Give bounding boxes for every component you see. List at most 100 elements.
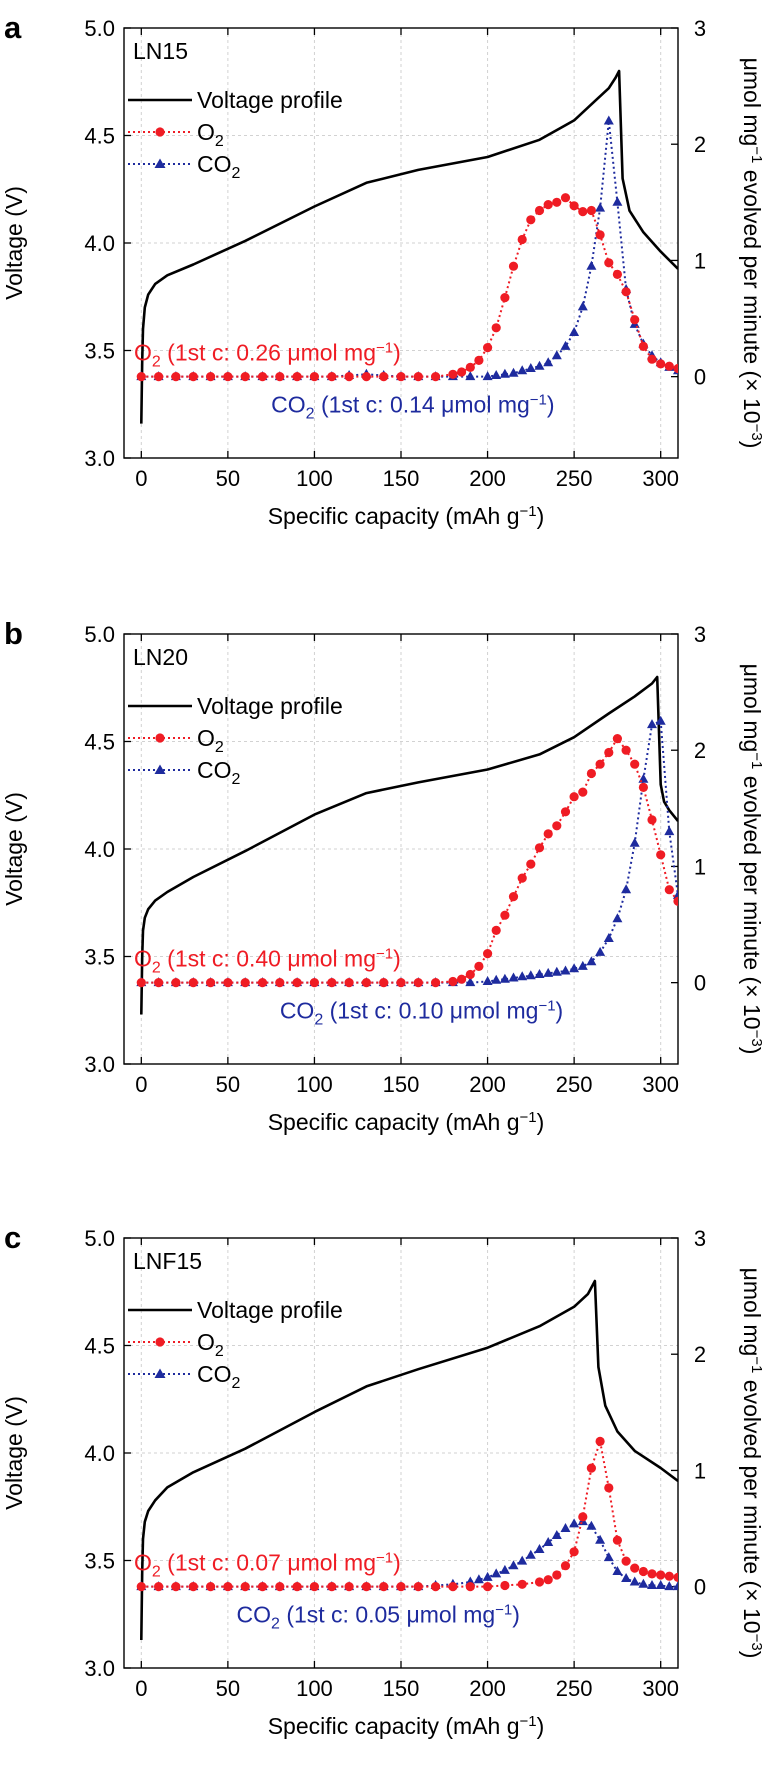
o2-point bbox=[361, 372, 371, 382]
co2-point bbox=[499, 973, 510, 983]
y-tick-label: 4.5 bbox=[84, 124, 115, 149]
y2-tick-label: 0 bbox=[694, 971, 706, 996]
o2-point bbox=[240, 978, 250, 988]
o2-point bbox=[154, 1582, 164, 1592]
o2-point bbox=[483, 949, 493, 959]
x-label-close: ) bbox=[537, 503, 545, 529]
o2-point bbox=[431, 372, 441, 382]
o2-point bbox=[361, 978, 371, 988]
o2-point bbox=[621, 745, 631, 755]
o2-point bbox=[240, 372, 250, 382]
o2-point bbox=[534, 1577, 545, 1587]
co2-point bbox=[655, 715, 666, 725]
o2-anno-value: (1st c: 0.40 μmol mg bbox=[161, 946, 376, 972]
y2-axis-label: μmol mg−1 evolved per minute (× 10−3) bbox=[739, 58, 765, 449]
o2-point bbox=[543, 200, 553, 210]
y-tick-label: 3.0 bbox=[84, 1656, 115, 1681]
o2-point bbox=[595, 1436, 605, 1446]
co2-point bbox=[586, 260, 597, 270]
o2-anno-text: O bbox=[134, 340, 152, 366]
x-tick-label: 300 bbox=[642, 1072, 679, 1097]
y2-tick-label: 1 bbox=[694, 248, 706, 273]
y-axis-label: Voltage (V) bbox=[1, 186, 27, 300]
co2-point bbox=[491, 974, 502, 984]
co2-point bbox=[655, 1580, 666, 1589]
o2-point bbox=[309, 1582, 319, 1592]
legend-voltage-label: Voltage profile bbox=[197, 1297, 343, 1323]
y-tick-label: 3.5 bbox=[84, 339, 115, 364]
co2-point bbox=[491, 1568, 502, 1578]
co2-point bbox=[482, 1571, 493, 1581]
o2-point bbox=[431, 1582, 441, 1592]
panel-name: LN15 bbox=[133, 38, 188, 64]
x-label-text: Specific capacity (mAh g bbox=[268, 503, 520, 529]
o2-anno-sup: −1 bbox=[376, 1550, 393, 1567]
x-label-sup: −1 bbox=[520, 503, 537, 520]
co2-point bbox=[629, 1576, 640, 1586]
o2-point bbox=[578, 1512, 588, 1522]
co2-point bbox=[465, 977, 476, 987]
x-tick-label: 200 bbox=[469, 1676, 506, 1701]
o2-point bbox=[223, 1582, 233, 1592]
co2-point bbox=[638, 1578, 649, 1588]
co2-point bbox=[534, 969, 545, 978]
co2-point bbox=[603, 933, 614, 942]
o2-point bbox=[552, 1570, 562, 1580]
o2-point bbox=[275, 372, 285, 382]
o2-series-line bbox=[141, 196, 678, 378]
y-tick-label: 4.5 bbox=[84, 1334, 115, 1359]
o2-point bbox=[560, 193, 571, 203]
y-tick-label: 4.0 bbox=[84, 837, 115, 862]
voltage-profile-line bbox=[140, 1279, 678, 1641]
y-tick-label: 3.5 bbox=[84, 1549, 115, 1574]
o2-point bbox=[630, 1563, 640, 1573]
x-axis-label: Specific capacity (mAh g−1) bbox=[268, 1109, 545, 1135]
legend-co2-text: CO bbox=[197, 757, 232, 783]
co2-anno-sup: −1 bbox=[538, 998, 555, 1015]
o2-anno-close: ) bbox=[393, 946, 401, 972]
co2-point bbox=[499, 368, 510, 378]
co2-annotation: CO2 (1st c: 0.10 μmol mg−1) bbox=[280, 998, 563, 1029]
o2-point bbox=[465, 1582, 475, 1592]
co2-point bbox=[603, 1552, 614, 1562]
o2-series-line bbox=[141, 1441, 678, 1588]
o2-point bbox=[188, 978, 198, 988]
o2-point bbox=[431, 978, 441, 988]
o2-point bbox=[292, 1582, 302, 1592]
co2-anno-sup: −1 bbox=[530, 392, 547, 409]
o2-point bbox=[508, 892, 519, 902]
y2-label-sup: −3 bbox=[748, 1030, 765, 1047]
o2-point bbox=[664, 885, 674, 895]
co2-point bbox=[508, 972, 519, 982]
co2-point bbox=[612, 1566, 623, 1575]
y-tick-label: 3.0 bbox=[84, 446, 115, 471]
o2-point bbox=[379, 978, 389, 988]
o2-point bbox=[638, 782, 649, 793]
co2-anno-close: ) bbox=[547, 392, 555, 418]
o2-point bbox=[448, 1582, 458, 1592]
co2-series-line bbox=[141, 1520, 678, 1588]
o2-point bbox=[552, 197, 562, 207]
co2-point bbox=[525, 1549, 536, 1559]
x-axis-label: Specific capacity (mAh g−1) bbox=[268, 1713, 545, 1739]
o2-point bbox=[257, 372, 268, 382]
o2-annotation: O2 (1st c: 0.26 μmol mg−1) bbox=[134, 340, 401, 371]
legend-o2-text: O bbox=[197, 1329, 215, 1355]
o2-point bbox=[630, 315, 640, 325]
co2-anno-sub: 2 bbox=[306, 406, 315, 423]
o2-point bbox=[543, 829, 553, 839]
co2-point bbox=[560, 1523, 571, 1532]
y2-tick-label: 2 bbox=[694, 1342, 706, 1367]
o2-point bbox=[621, 287, 631, 297]
co2-point bbox=[673, 1581, 678, 1591]
o2-point bbox=[413, 1582, 423, 1592]
o2-point bbox=[309, 978, 319, 988]
co2-point bbox=[517, 971, 528, 981]
y2-tick-label: 0 bbox=[694, 365, 706, 390]
o2-point bbox=[327, 1582, 337, 1592]
x-axis-label: Specific capacity (mAh g−1) bbox=[268, 503, 545, 529]
o2-point bbox=[413, 978, 423, 988]
y2-label-close: ) bbox=[739, 1651, 765, 1659]
o2-point bbox=[586, 768, 597, 779]
co2-point bbox=[586, 1520, 597, 1530]
